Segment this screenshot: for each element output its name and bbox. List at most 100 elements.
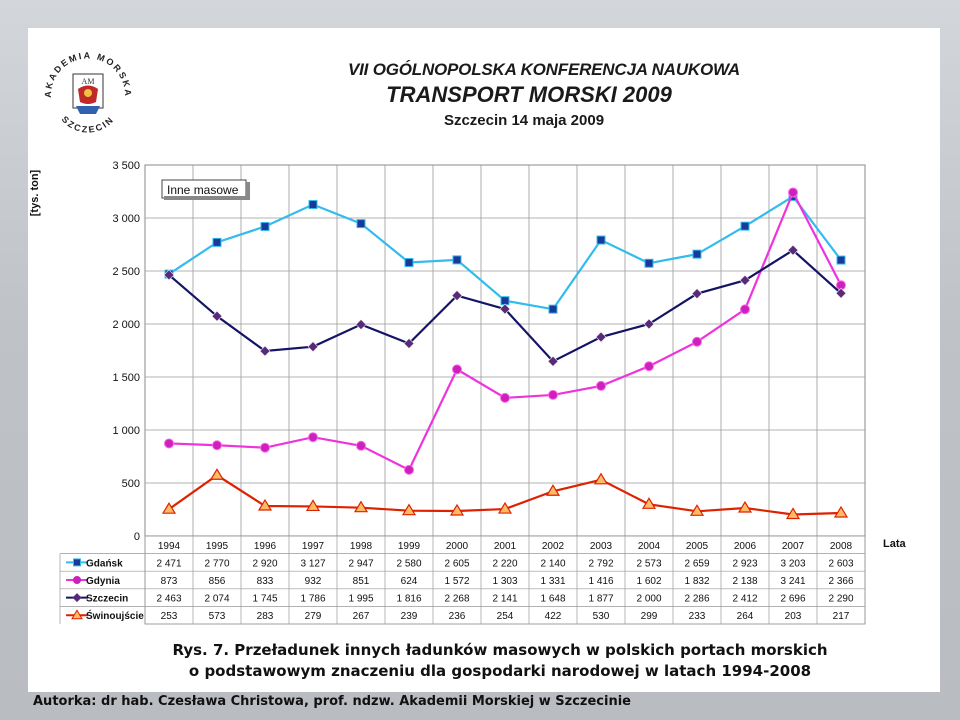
table-cell: 422 [545, 611, 562, 622]
table-cell: 267 [353, 611, 370, 622]
table-cell: 236 [449, 611, 466, 622]
series-Świnoujście [161, 468, 849, 520]
data-point [260, 442, 270, 453]
author-credit: Autorka: dr hab. Czesława Christowa, pro… [33, 694, 631, 709]
data-table: 1994 1995 1996 1997 1998 1999 2000 2001 2002 2003… [59, 535, 866, 625]
x-tick-label: 1998 [350, 541, 373, 552]
data-point [643, 318, 655, 330]
table-cell: 1 602 [636, 576, 661, 587]
data-point [499, 303, 511, 315]
data-point [740, 221, 750, 231]
legend-marker [71, 609, 83, 620]
chart-grid [145, 165, 865, 536]
table-cell: 279 [305, 611, 322, 622]
table-cell: 1 832 [684, 576, 709, 587]
data-point [785, 507, 801, 520]
table-cell: 217 [833, 611, 850, 622]
y-tick-label: 0 [134, 531, 140, 543]
table-cell: 2 074 [204, 594, 229, 605]
table-cell: 2 696 [780, 594, 805, 605]
table-cell: 2 923 [732, 558, 757, 569]
table-cell: 2 947 [348, 558, 373, 569]
series-Gdynia [164, 187, 846, 475]
data-point [451, 290, 463, 302]
data-point [161, 502, 177, 514]
table-cell: 3 127 [300, 558, 325, 569]
data-point [164, 438, 174, 449]
table-cell: 203 [785, 611, 802, 622]
conference-name: TRANSPORT MORSKI 2009 [386, 82, 672, 107]
x-tick-label: 1999 [398, 541, 421, 552]
x-tick-label: 2002 [542, 541, 565, 552]
data-point [404, 464, 414, 475]
data-point [260, 221, 270, 231]
table-cell: 2 366 [828, 576, 853, 587]
y-tick-label: 2 000 [112, 319, 140, 331]
data-point [497, 501, 513, 514]
table-cell: 1 303 [492, 576, 517, 587]
data-point [212, 440, 222, 451]
table-cell: 1 745 [252, 594, 277, 605]
data-point [163, 269, 175, 281]
data-point [692, 336, 702, 347]
table-cell: 2 573 [636, 558, 661, 569]
legend-marker [73, 576, 81, 584]
series-Szczecin [163, 244, 847, 367]
y-axis-ticks: 0 500 1 000 1 500 2 000 2 500 3 000 3 500 [112, 160, 140, 543]
table-cell: 233 [689, 611, 706, 622]
data-point [787, 244, 799, 256]
data-point [308, 200, 318, 210]
data-point [641, 497, 657, 509]
table-cell: 2 140 [540, 558, 565, 569]
table-cell: 2 000 [636, 594, 661, 605]
legend-label: Gdynia [86, 576, 120, 587]
logo-monogram: AM [82, 77, 95, 86]
table-cell: 254 [497, 611, 514, 622]
data-point [739, 274, 751, 286]
data-point [593, 472, 609, 485]
table-cell: 856 [209, 576, 226, 587]
table-cell: 1 331 [540, 576, 565, 587]
table-cell: 253 [161, 611, 178, 622]
data-point [548, 389, 558, 400]
data-point [307, 341, 319, 353]
x-tick-label: 2003 [590, 541, 613, 552]
table-cell: 299 [641, 611, 658, 622]
chart-title: Inne masowe [167, 183, 239, 197]
data-point [211, 310, 223, 322]
data-point [595, 331, 607, 343]
data-point [404, 258, 414, 268]
data-point [691, 288, 703, 300]
legend-label: Szczecin [86, 594, 128, 605]
x-tick-label: 2006 [734, 541, 757, 552]
conference-date: Szczecin 14 maja 2009 [443, 112, 605, 129]
conference-title: VII OGÓLNOPOLSKA KONFERENCJA NAUKOWA [347, 60, 740, 79]
table-cell: 1 648 [540, 594, 565, 605]
data-point [403, 338, 415, 349]
data-point [548, 304, 558, 314]
data-point [836, 255, 846, 265]
data-point [353, 500, 369, 513]
data-point [356, 219, 366, 229]
caption-line-1: Rys. 7. Przeładunek innych ładunków maso… [172, 641, 828, 659]
y-tick-label: 1 000 [112, 425, 140, 437]
x-tick-label: 2005 [686, 541, 709, 552]
data-point [452, 255, 462, 265]
y-tick-label: 2 500 [112, 266, 140, 278]
table-cell: 873 [161, 576, 178, 587]
table-cell: 2 580 [396, 558, 421, 569]
series-lines [161, 187, 849, 520]
figure-caption: Rys. 7. Przeładunek innych ładunków maso… [140, 640, 860, 682]
y-tick-label: 1 500 [112, 372, 140, 384]
data-point [644, 361, 654, 372]
table-cell: 2 412 [732, 594, 757, 605]
table-cell: 2 463 [156, 594, 181, 605]
table-cell: 624 [401, 576, 418, 587]
table-cell: 1 816 [396, 594, 421, 605]
data-point [209, 468, 225, 480]
table-cell: 1 877 [588, 594, 613, 605]
data-point [500, 296, 510, 306]
data-point [689, 504, 705, 516]
table-cell: 530 [593, 611, 610, 622]
legend-marker [72, 593, 82, 603]
